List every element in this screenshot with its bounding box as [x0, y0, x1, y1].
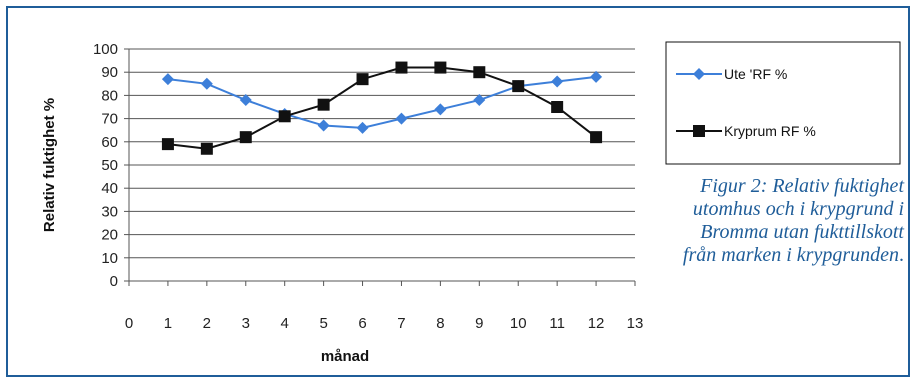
series-1: [161, 70, 603, 134]
x-tick-label: 10: [510, 315, 527, 332]
legend-label: Kryprum RF %: [724, 123, 816, 139]
legend-item-2: Kryprum RF %: [676, 123, 816, 139]
y-tick-label: 30: [101, 203, 118, 220]
y-tick-label: 60: [101, 134, 118, 151]
legend: Ute 'RF % Kryprum RF %: [676, 66, 816, 139]
series-2: [161, 61, 603, 155]
data-point: [395, 112, 408, 125]
x-tick-label: 9: [475, 315, 483, 332]
legend-box: [665, 41, 901, 165]
x-tick-label: 0: [125, 315, 133, 332]
data-point: [551, 75, 564, 88]
data-point: [551, 101, 564, 113]
x-axis-title: månad: [321, 348, 369, 365]
data-point: [434, 61, 447, 74]
y-tick-labels: 0 10 20 30 40 50 60 70 80 90 100: [93, 41, 118, 290]
y-tick-label: 10: [101, 250, 118, 267]
data-point: [200, 77, 213, 90]
data-point: [278, 110, 291, 123]
data-point: [590, 70, 603, 83]
axes: [124, 48, 636, 286]
data-point: [473, 94, 486, 107]
x-tick-label: 4: [281, 315, 289, 332]
data-point: [473, 66, 486, 79]
data-point: [395, 61, 408, 74]
data-point: [317, 98, 330, 111]
caption-text: Figur 2: Relativ fuktighet utomhus och i…: [682, 175, 904, 266]
data-point: [239, 94, 252, 107]
data-point: [200, 142, 213, 155]
x-tick-label: 5: [319, 315, 327, 332]
y-tick-label: 100: [93, 41, 118, 58]
data-point: [161, 138, 174, 151]
legend-item-1: Ute 'RF %: [676, 66, 787, 82]
x-tick-label: 11: [549, 315, 565, 332]
y-tick-label: 0: [110, 273, 118, 290]
y-tick-label: 70: [101, 111, 118, 128]
series-line: [167, 75, 597, 129]
x-tick-labels: 0 1 2 3 4 5 6 7 8 9 10 11 12 13: [125, 315, 644, 332]
series-layer: [161, 61, 603, 155]
x-tick-label: 8: [436, 315, 444, 332]
x-tick-label: 2: [203, 315, 211, 332]
data-point: [356, 73, 369, 86]
x-tick-label: 7: [397, 315, 405, 332]
y-axis-title: Relativ fuktighet %: [41, 98, 58, 232]
legend-label: Ute 'RF %: [724, 66, 787, 82]
figure-caption: Figur 2: Relativ fuktighet utomhus och i…: [664, 175, 904, 267]
x-tick-label: 6: [358, 315, 366, 332]
y-tick-label: 80: [101, 87, 118, 104]
data-point: [161, 73, 174, 86]
x-tick-label: 1: [164, 315, 172, 332]
x-tick-label: 3: [242, 315, 250, 332]
y-tick-label: 50: [101, 157, 118, 174]
x-tick-label: 13: [627, 315, 644, 332]
data-point: [239, 131, 252, 144]
caption-period: .: [899, 244, 904, 266]
y-tick-label: 90: [101, 64, 118, 81]
data-point: [356, 121, 369, 134]
y-tick-label: 40: [101, 180, 118, 197]
data-point: [512, 80, 525, 93]
series-line: [167, 66, 597, 150]
legend-swatch-marker: [693, 125, 705, 137]
y-tick-label: 20: [101, 227, 118, 244]
legend-swatch-marker: [693, 68, 705, 80]
data-point: [590, 131, 603, 144]
data-point: [434, 103, 447, 116]
x-tick-label: 12: [588, 315, 605, 332]
data-point: [317, 119, 330, 132]
